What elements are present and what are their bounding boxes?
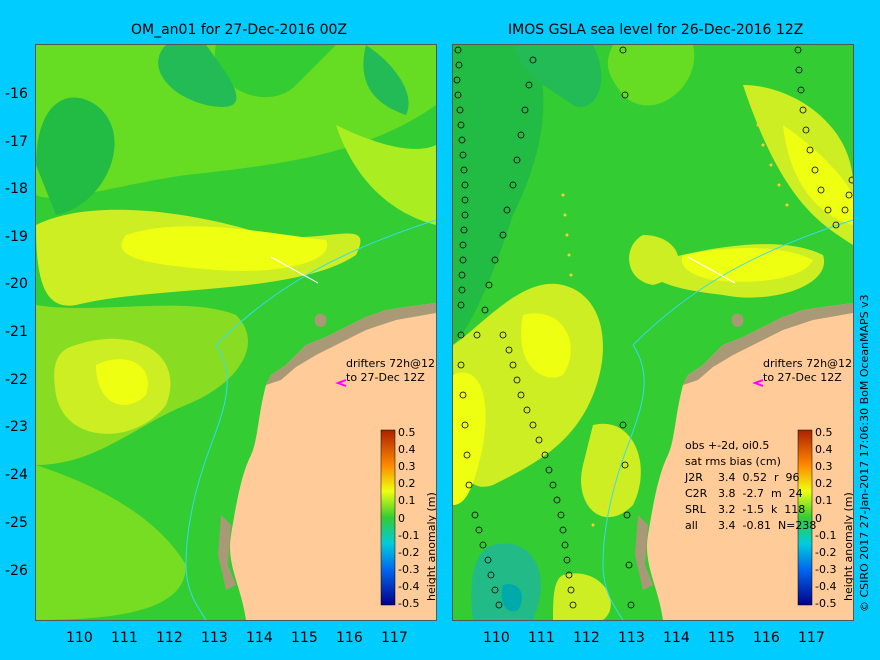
right-map-svg [453,45,853,620]
lon-tick: 117 [798,630,825,646]
lon-tick: 113 [201,630,228,646]
left-cbar-tick: 0 [398,512,405,525]
lat-tick: -23 [5,419,28,435]
right-cbar-tick: -0.5 [815,597,837,610]
stats-line-1: obs +-2d, oi0.5 [685,439,770,452]
lon-tick: 110 [66,630,93,646]
left-map-svg [36,45,436,620]
right-cbar-tick: 0.4 [815,443,833,456]
stats-row-sat: SRL [685,503,706,516]
right-panel-title: IMOS GSLA sea level for 26-Dec-2016 12Z [508,22,804,38]
stats-line-2: sat rms bias (cm) [685,455,781,468]
lon-tick: 115 [291,630,318,646]
lon-tick: 116 [336,630,363,646]
altimeter-track-1 [453,46,503,609]
stats-row-sat: C2R [685,487,708,500]
right-map[interactable]: drifters 72h@12h to 27-Dec 12Z obs +-2d,… [452,44,854,621]
right-cbar-tick: -0.4 [815,580,837,593]
lon-tick: 111 [111,630,138,646]
right-cbar-tick: 0.5 [815,426,833,439]
lat-tick: -26 [5,563,28,579]
altimeter-track-2 [473,56,537,339]
lon-tick: 116 [753,630,780,646]
right-cbar-title: height anomaly (m) [842,492,854,601]
altimeter-track-4 [619,46,635,609]
stats-row-vals: 3.4 0.52 r 96 [718,471,800,484]
lat-tick: -19 [5,229,28,245]
lat-tick: -22 [5,372,28,388]
right-cbar-tick: 0.2 [815,477,833,490]
lat-tick: -21 [5,324,28,340]
lon-tick: 113 [618,630,645,646]
right-cbar-tick: 0 [815,512,822,525]
left-drifter-note-2: to 27-Dec 12Z [346,371,425,384]
lon-tick: 112 [156,630,183,646]
lon-tick: 110 [483,630,510,646]
left-cbar-tick: 0.2 [398,477,416,490]
lon-tick: 112 [573,630,600,646]
stats-row-vals: 3.2 -1.5 k 118 [718,503,806,516]
right-drifter-note-1: drifters 72h@12h [763,357,854,370]
left-cbar-tick: -0.4 [398,580,420,593]
altimeter-track-5 [794,46,853,229]
left-cbar-tick: 0.5 [398,426,416,439]
altimeter-dots [561,103,789,527]
right-cbar-tick: 0.3 [815,460,833,473]
left-cbar-tick: -0.2 [398,546,420,559]
lat-tick: -25 [5,515,28,531]
left-panel-title: OM_an01 for 27-Dec-2016 00Z [131,22,348,38]
right-cbar-tick: -0.2 [815,546,837,559]
left-cbar-tick: -0.3 [398,563,420,576]
left-drifter-note-1: drifters 72h@12h [346,357,437,370]
lat-tick: -17 [5,134,28,150]
right-cbar-tick: 0.1 [815,494,833,507]
lat-tick: -24 [5,467,28,483]
stats-row-vals: 3.4 -0.81 N=238 [718,519,817,532]
lon-tick: 115 [708,630,735,646]
lon-tick: 114 [663,630,690,646]
stats-row-sat: J2R [685,471,703,484]
lon-tick: 117 [381,630,408,646]
stats-row-sat: all [685,519,698,532]
lat-tick: -18 [5,181,28,197]
lat-tick: -16 [5,86,28,102]
lat-tick: -20 [5,276,28,292]
lon-tick: 111 [528,630,555,646]
left-cbar-title: height anomaly (m) [425,492,437,601]
right-cbar-tick: -0.1 [815,529,837,542]
left-cbar-tick: -0.5 [398,597,420,610]
left-cbar-tick: 0.3 [398,460,416,473]
left-cbar-tick: 0.4 [398,443,416,456]
altimeter-track-3 [499,331,577,609]
lon-tick: 114 [246,630,273,646]
right-drifter-note-2: to 27-Dec 12Z [763,371,842,384]
right-cbar-tick: -0.3 [815,563,837,576]
credit-text: © CSIRO 2017 27-Jan-2017 17:06:30 BoM Oc… [858,294,871,612]
left-map[interactable]: drifters 72h@12h to 27-Dec 12Z 0.5 0.4 0… [35,44,437,621]
stats-row-vals: 3.8 -2.7 m 24 [718,487,803,500]
left-cbar-tick: 0.1 [398,494,416,507]
left-cbar-tick: -0.1 [398,529,420,542]
